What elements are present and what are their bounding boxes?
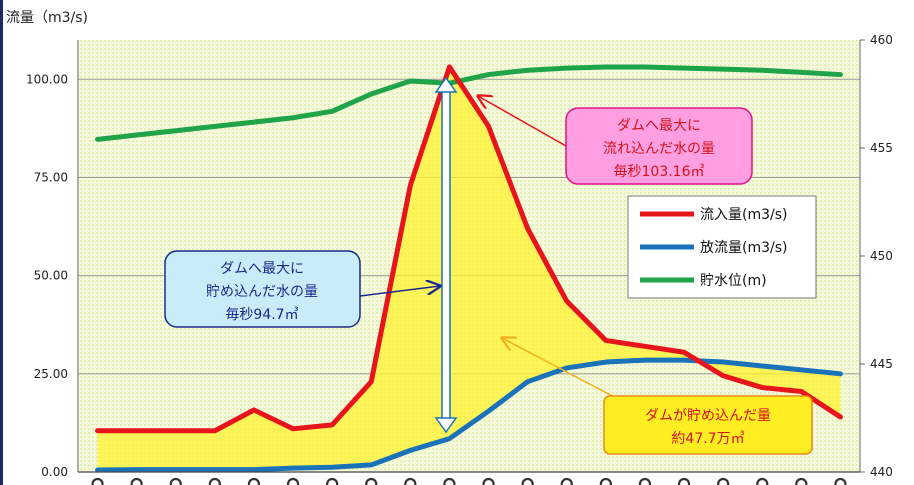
series-outflow-line <box>95 357 843 473</box>
y-left-tick-label: 50.00 <box>34 269 68 283</box>
x-tick-marker <box>169 477 182 485</box>
x-tick-marker <box>482 477 495 485</box>
x-tick-marker <box>365 477 378 485</box>
x-tick-marker <box>208 477 221 485</box>
series-inflow-line <box>95 64 843 434</box>
y-left-tick-label: 25.00 <box>34 367 68 381</box>
y-left-tick-label: 0.00 <box>41 465 68 479</box>
x-tick-marker <box>130 477 143 485</box>
x-tick-marker <box>717 477 730 485</box>
legend-label-water-level: 貯水位(m) <box>700 273 767 289</box>
x-tick-marker <box>638 477 652 485</box>
total-storage-line-1: ダムが貯め込んだ量 <box>645 408 771 424</box>
y-right-tick-label: 455 <box>870 141 893 155</box>
x-tick-marker <box>247 477 261 485</box>
total-storage-callout-connector <box>502 338 621 401</box>
x-tick-marker <box>91 477 104 485</box>
x-tick-marker <box>795 477 808 485</box>
series-lines <box>95 64 843 473</box>
x-tick-marker <box>286 477 300 485</box>
total-storage-line-2: 約47.7万㎥ <box>671 431 744 447</box>
storage-rate-callout-connector <box>359 286 440 297</box>
x-tick-marker <box>521 477 534 485</box>
y-right-tick-label: 440 <box>870 465 893 479</box>
x-tick-marker <box>326 477 339 485</box>
storage-area <box>97 66 841 471</box>
axes: 0.00 25.00 50.00 75.00 100.00 440 445 450 455 460 <box>26 33 893 485</box>
x-tick-marker <box>404 477 417 485</box>
total-storage-callout: ダムが貯め込んだ量 約47.7万㎥ <box>603 395 813 455</box>
y-right-tick-label: 445 <box>870 357 893 371</box>
y-right-tick-label: 460 <box>870 33 893 47</box>
peak-callout-connector <box>478 96 567 147</box>
stored-water-fill <box>97 66 841 471</box>
y-axis-label: 流量（m3/s) <box>6 10 88 26</box>
x-tick-marker <box>560 477 573 485</box>
y-left-tick-label: 100.00 <box>26 72 68 86</box>
storage-rate-callout: ダムへ最大に 貯め込んだ水の量 毎秒94.7㎥ <box>164 250 361 328</box>
x-tick-marker <box>756 477 769 485</box>
storage-rate-arrow <box>434 76 458 434</box>
legend-label-outflow: 放流量(m3/s) <box>700 240 787 256</box>
legend-label-inflow: 流入量(m3/s) <box>700 207 787 223</box>
storage-rate-line-3: 毎秒94.7㎥ <box>225 307 298 323</box>
y-left-tick-label: 75.00 <box>34 170 68 184</box>
storage-rate-line-2: 貯め込んだ水の量 <box>206 284 318 300</box>
y-right-tick-label: 450 <box>870 249 893 263</box>
peak-callout-line-2: 流れ込んだ水の量 <box>603 141 715 157</box>
series-water-level-line <box>95 64 843 142</box>
x-tick-marker <box>677 477 691 485</box>
x-tick-marker <box>834 477 847 485</box>
x-tick-marker <box>443 477 456 485</box>
storage-rate-line-1: ダムへ最大に <box>220 261 304 277</box>
legend: 流入量(m3/s) 放流量(m3/s) 貯水位(m) <box>627 195 817 299</box>
peak-callout-line-1: ダムへ最大に <box>617 118 701 134</box>
x-tick-marker <box>599 477 612 485</box>
peak-callout-line-3: 毎秒103.16㎥ <box>614 164 705 180</box>
peak-inflow-callout: ダムへ最大に 流れ込んだ水の量 毎秒103.16㎥ <box>565 107 753 185</box>
